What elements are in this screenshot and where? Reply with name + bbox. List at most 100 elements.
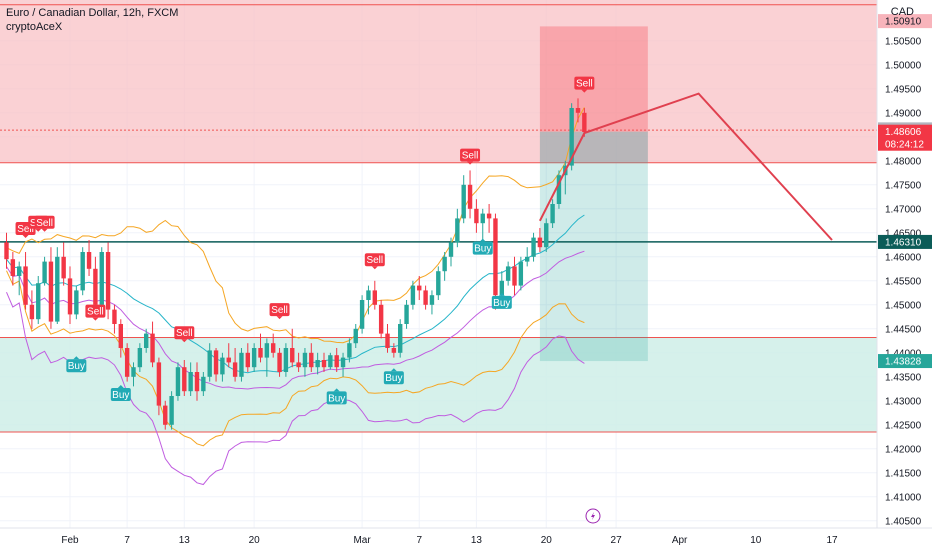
candle-body	[505, 266, 511, 281]
signal-pointer	[371, 266, 378, 270]
candle-body	[309, 352, 314, 368]
candle-body	[372, 290, 377, 305]
price-tick-label: 1.43500	[885, 372, 922, 383]
price-axis[interactable]	[877, 0, 932, 550]
signal-pointer	[181, 339, 188, 343]
candle-body	[213, 350, 219, 375]
candle-body	[23, 266, 28, 305]
candle-body	[290, 348, 295, 363]
price-tick-label: 1.48000	[885, 156, 922, 167]
signal-pointer	[92, 317, 99, 321]
signal-text: Buy	[493, 298, 510, 309]
sell-signal-label	[34, 215, 55, 229]
price-marker	[878, 354, 932, 369]
candle-body	[417, 285, 422, 291]
candle-body	[36, 283, 41, 320]
candle-body	[42, 261, 47, 284]
price-marker-value: 1.43828	[885, 357, 922, 368]
projection-path[interactable]	[539, 92, 833, 241]
candle-body	[537, 237, 543, 248]
candle-body	[194, 372, 200, 392]
price-tick-label: 1.50500	[885, 36, 922, 47]
candle-body	[531, 237, 536, 257]
candle-body	[404, 304, 409, 324]
sell-signal-label	[269, 303, 290, 317]
candle-body	[207, 350, 212, 377]
price-tick-label: 1.47000	[885, 204, 922, 215]
price-tick-label: 1.46000	[885, 252, 922, 263]
candle-body	[455, 218, 460, 243]
price-tick-label: 1.42500	[885, 420, 922, 431]
candle-body	[175, 367, 181, 396]
price-tick-label: 1.49000	[885, 108, 922, 119]
candle-body	[4, 242, 9, 260]
candle-body	[328, 355, 333, 368]
candle-body	[544, 223, 549, 248]
candle-body	[258, 348, 263, 358]
sell-signal-label	[174, 326, 195, 340]
signal-pointer	[276, 316, 283, 320]
symbol-title[interactable]: Euro / Canadian Dollar, 12h, FXCM	[6, 7, 179, 19]
signal-pointer	[22, 235, 29, 239]
candle-body	[429, 295, 435, 305]
price-marker-value: 1.48606	[885, 127, 922, 138]
price-tick-label: 1.41500	[885, 468, 922, 479]
candle-body	[163, 405, 168, 425]
candle-body	[398, 324, 403, 353]
candle-body	[480, 213, 485, 224]
signal-text: Buy	[328, 393, 345, 404]
time-tick-label: 7	[124, 535, 130, 546]
signal-text: Buy	[385, 373, 402, 384]
time-tick-label: 17	[826, 535, 838, 546]
candle-body	[251, 348, 257, 368]
candle-body	[245, 352, 250, 368]
candle-body	[29, 304, 35, 320]
price-tick-label: 1.47500	[885, 180, 922, 191]
candle-body	[569, 108, 574, 166]
countdown-timer: 08:24:12	[885, 140, 924, 151]
signal-pointer	[479, 238, 486, 242]
candle-body	[112, 309, 117, 324]
candle-body	[334, 355, 339, 368]
candle-body	[423, 290, 428, 305]
candle-body	[575, 108, 581, 113]
signal-pointer	[73, 356, 80, 360]
time-axis[interactable]	[0, 528, 932, 550]
candle-body	[93, 268, 98, 305]
candle-body	[378, 304, 384, 334]
candle-body	[156, 362, 162, 406]
time-tick-label: 10	[750, 535, 762, 546]
candle-body	[10, 259, 16, 276]
time-tick-label: 13	[179, 535, 191, 546]
chart-header: Euro / Canadian Dollar, 12h, FXCM crypto…	[6, 6, 178, 34]
price-tick-label: 1.43000	[885, 396, 922, 407]
candle-body	[277, 352, 282, 372]
candle-body	[86, 252, 92, 269]
candle-body	[239, 352, 244, 377]
candle-body	[264, 343, 270, 358]
position-open-area	[539, 131, 648, 163]
candle-body	[340, 357, 346, 368]
candle-body	[144, 333, 149, 348]
signal-text: Buy	[112, 390, 129, 401]
indicator-name[interactable]: cryptoAceX	[6, 21, 63, 33]
price-tick-label: 1.42000	[885, 444, 922, 455]
candle-body	[232, 362, 238, 377]
sell-signal-label	[364, 253, 385, 267]
candle-body	[467, 184, 473, 209]
time-tick-label: 13	[471, 535, 483, 546]
signal-text: Sell	[87, 307, 104, 318]
bollinger-upper-line	[6, 107, 585, 344]
candle-body	[486, 213, 492, 219]
price-tick-label: 1.40500	[885, 516, 922, 527]
position-target-area[interactable]	[539, 131, 648, 362]
candle-body	[182, 367, 187, 392]
price-tick-label: 1.41000	[885, 492, 922, 503]
candle-body	[226, 357, 231, 363]
sell-signal-label	[85, 304, 106, 318]
price-marker	[878, 124, 932, 151]
time-tick-label: 20	[249, 535, 261, 546]
sell-zone	[0, 0, 877, 163]
